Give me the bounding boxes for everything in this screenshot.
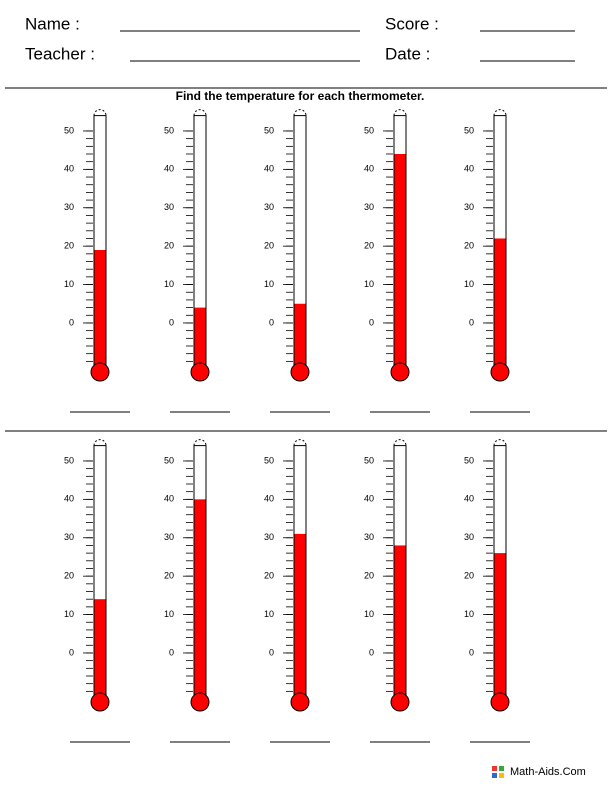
tick-label: 20: [364, 241, 374, 251]
tick-label: 40: [264, 494, 274, 504]
tick-label: 50: [464, 455, 474, 465]
tick-label: 10: [364, 609, 374, 619]
tick-label: 20: [164, 241, 174, 251]
tick-label: 10: [364, 279, 374, 289]
tick-label: 40: [64, 494, 74, 504]
bulb: [490, 692, 510, 712]
mercury: [194, 499, 206, 702]
bulb: [290, 362, 310, 382]
bulb: [190, 362, 210, 382]
tick-label: 0: [69, 317, 74, 327]
tick-label: 10: [264, 279, 274, 289]
date-label: Date :: [385, 44, 430, 63]
logo-icon: [492, 766, 504, 778]
tick-label: 0: [369, 317, 374, 327]
mercury: [94, 599, 106, 702]
tick-label: 30: [464, 202, 474, 212]
tick-label: 30: [64, 532, 74, 542]
mercury: [294, 303, 306, 372]
instructions: Find the temperature for each thermomete…: [176, 89, 425, 103]
tick-label: 0: [469, 647, 474, 657]
footer-brand: Math-Aids.Com: [510, 766, 586, 778]
tube-cap: [293, 439, 307, 446]
tick-label: 30: [64, 202, 74, 212]
tick-label: 10: [64, 279, 74, 289]
tube-cap: [93, 109, 107, 116]
tube-cap: [193, 439, 207, 446]
tick-label: 50: [264, 455, 274, 465]
mercury: [194, 307, 206, 372]
tick-label: 0: [469, 317, 474, 327]
tube-cap: [193, 109, 207, 116]
tick-label: 20: [264, 241, 274, 251]
mercury: [394, 545, 406, 702]
tick-label: 50: [64, 125, 74, 135]
tick-label: 0: [269, 647, 274, 657]
tick-label: 10: [464, 609, 474, 619]
mercury: [294, 533, 306, 702]
tick-label: 20: [64, 241, 74, 251]
mercury: [494, 553, 506, 702]
tick-label: 30: [364, 202, 374, 212]
tick-label: 40: [64, 164, 74, 174]
tick-label: 20: [264, 571, 274, 581]
tube-cap: [493, 109, 507, 116]
tick-label: 50: [164, 125, 174, 135]
tick-label: 40: [164, 494, 174, 504]
tick-label: 40: [364, 494, 374, 504]
tick-label: 0: [169, 317, 174, 327]
tick-label: 0: [169, 647, 174, 657]
bulb: [90, 362, 110, 382]
tick-label: 10: [64, 609, 74, 619]
tube-cap: [393, 439, 407, 446]
tick-label: 40: [464, 164, 474, 174]
tick-label: 40: [264, 164, 274, 174]
tick-label: 10: [264, 609, 274, 619]
mercury: [94, 250, 106, 372]
tick-label: 30: [264, 532, 274, 542]
tick-label: 40: [364, 164, 374, 174]
tick-label: 50: [464, 125, 474, 135]
bulb: [90, 692, 110, 712]
mercury: [494, 238, 506, 372]
tube-cap: [493, 439, 507, 446]
tube-cap: [393, 109, 407, 116]
tick-label: 20: [64, 571, 74, 581]
tick-label: 20: [164, 571, 174, 581]
tube-cap: [293, 109, 307, 116]
tick-label: 40: [164, 164, 174, 174]
score-label: Score :: [385, 14, 439, 33]
tick-label: 10: [164, 279, 174, 289]
tick-label: 20: [464, 571, 474, 581]
tick-label: 50: [264, 125, 274, 135]
tick-label: 0: [69, 647, 74, 657]
mercury: [394, 154, 406, 372]
tick-label: 10: [464, 279, 474, 289]
tick-label: 50: [364, 455, 374, 465]
tick-label: 50: [64, 455, 74, 465]
bulb: [490, 362, 510, 382]
tick-label: 30: [264, 202, 274, 212]
tick-label: 30: [364, 532, 374, 542]
bulb: [290, 692, 310, 712]
bulb: [190, 692, 210, 712]
tick-label: 50: [164, 455, 174, 465]
tick-label: 30: [464, 532, 474, 542]
tick-label: 30: [164, 202, 174, 212]
tick-label: 30: [164, 532, 174, 542]
tick-label: 0: [369, 647, 374, 657]
bulb: [390, 362, 410, 382]
teacher-label: Teacher :: [25, 44, 95, 63]
tick-label: 10: [164, 609, 174, 619]
tick-label: 20: [364, 571, 374, 581]
tick-label: 0: [269, 317, 274, 327]
tick-label: 20: [464, 241, 474, 251]
name-label: Name :: [25, 14, 80, 33]
tick-label: 40: [464, 494, 474, 504]
bulb: [390, 692, 410, 712]
tube-cap: [93, 439, 107, 446]
tick-label: 50: [364, 125, 374, 135]
